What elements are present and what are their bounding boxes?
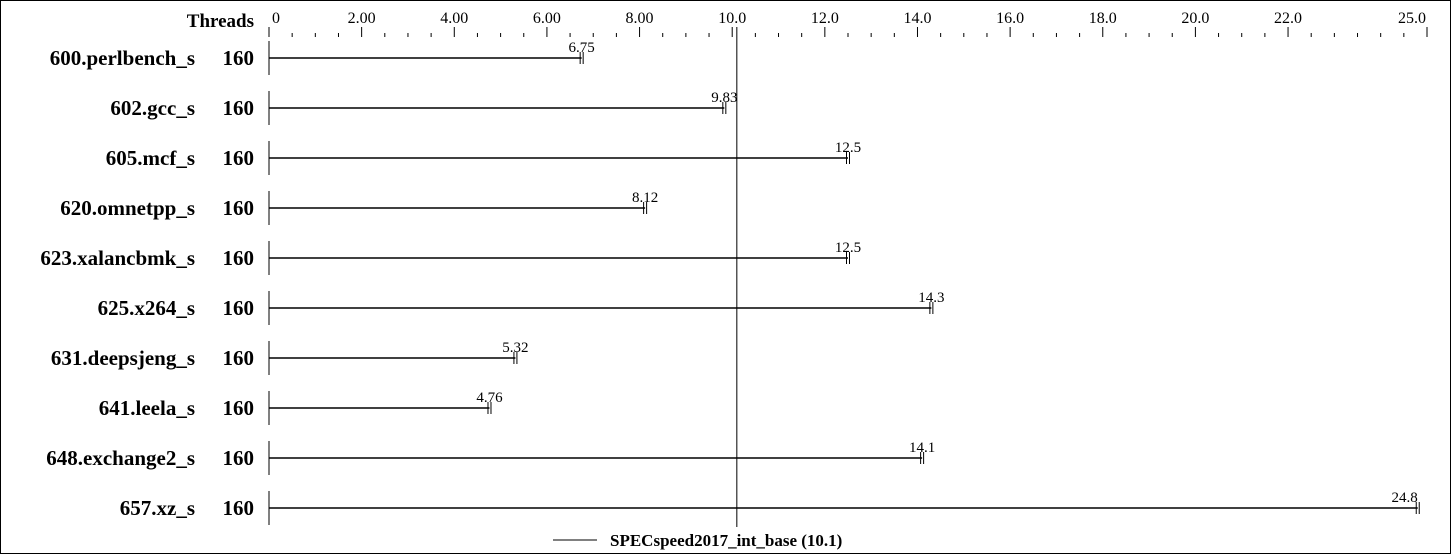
- thread-count: 160: [223, 396, 255, 420]
- value-label: 9.83: [711, 90, 737, 106]
- x-tick-label: 10.0: [718, 10, 746, 27]
- benchmark-row: 623.xalancbmk_s 160 12.5: [40, 240, 861, 275]
- thread-count: 160: [223, 346, 255, 370]
- benchmark-row: 625.x264_s 160 14.3: [98, 290, 945, 325]
- benchmark-row: 602.gcc_s 160 9.83: [110, 90, 737, 125]
- x-tick-label: 14.0: [903, 10, 931, 27]
- value-label: 12.5: [835, 140, 861, 156]
- value-label: 12.5: [835, 240, 861, 256]
- benchmark-name: 620.omnetpp_s: [60, 196, 195, 220]
- x-tick-label: 20.0: [1181, 10, 1209, 27]
- x-tick-label: 22.0: [1274, 10, 1302, 27]
- legend-label: SPECspeed2017_int_base (10.1): [610, 531, 842, 550]
- benchmark-name: 641.leela_s: [99, 396, 195, 420]
- benchmark-row: 648.exchange2_s 160 14.1: [46, 440, 935, 475]
- thread-count: 160: [223, 446, 255, 470]
- value-label: 14.3: [918, 290, 944, 306]
- thread-count: 160: [223, 96, 255, 120]
- legend: SPECspeed2017_int_base (10.1): [553, 531, 842, 550]
- benchmark-row: 600.perlbench_s 160 6.75: [50, 40, 595, 75]
- x-tick-label: 0: [272, 10, 280, 27]
- benchmark-name: 625.x264_s: [98, 296, 195, 320]
- benchmark-name: 602.gcc_s: [110, 96, 195, 120]
- value-label: 8.12: [632, 190, 658, 206]
- x-tick-label: 4.00: [440, 10, 468, 27]
- threads-header: Threads: [187, 11, 254, 32]
- x-tick-label: 18.0: [1089, 10, 1117, 27]
- value-label: 14.1: [909, 440, 935, 456]
- value-label: 24.8: [1391, 490, 1417, 506]
- benchmark-row: 605.mcf_s 160 12.5: [106, 140, 861, 175]
- benchmark-name: 631.deepsjeng_s: [51, 346, 195, 370]
- benchmark-name: 600.perlbench_s: [50, 46, 195, 70]
- x-tick-label: 6.00: [533, 10, 561, 27]
- x-tick-label: 25.0: [1398, 10, 1426, 27]
- benchmark-row: 657.xz_s 160 24.8: [120, 490, 1420, 525]
- thread-count: 160: [223, 146, 255, 170]
- thread-count: 160: [223, 496, 255, 520]
- benchmark-name: 623.xalancbmk_s: [40, 246, 195, 270]
- x-tick-label: 2.00: [348, 10, 376, 27]
- x-axis: 0 2.00 4.00 6.00 8.00 10.0 12.0 14.0 16.0 18.0 20.…: [268, 10, 1428, 37]
- value-label: 4.76: [476, 390, 503, 406]
- benchmark-row: 631.deepsjeng_s 160 5.32: [51, 340, 529, 375]
- value-label: 6.75: [569, 40, 595, 56]
- thread-count: 160: [223, 196, 255, 220]
- benchmark-name: 657.xz_s: [120, 496, 195, 520]
- x-tick-label: 8.00: [626, 10, 654, 27]
- thread-count: 160: [223, 296, 255, 320]
- thread-count: 160: [223, 46, 255, 70]
- x-tick-label: 12.0: [811, 10, 839, 27]
- thread-count: 160: [223, 246, 255, 270]
- benchmark-name: 648.exchange2_s: [46, 446, 195, 470]
- value-label: 5.32: [502, 340, 528, 356]
- benchmark-row: 641.leela_s 160 4.76: [99, 390, 503, 425]
- x-tick-label: 16.0: [996, 10, 1024, 27]
- benchmark-row: 620.omnetpp_s 160 8.12: [60, 190, 658, 225]
- benchmark-name: 605.mcf_s: [106, 146, 195, 170]
